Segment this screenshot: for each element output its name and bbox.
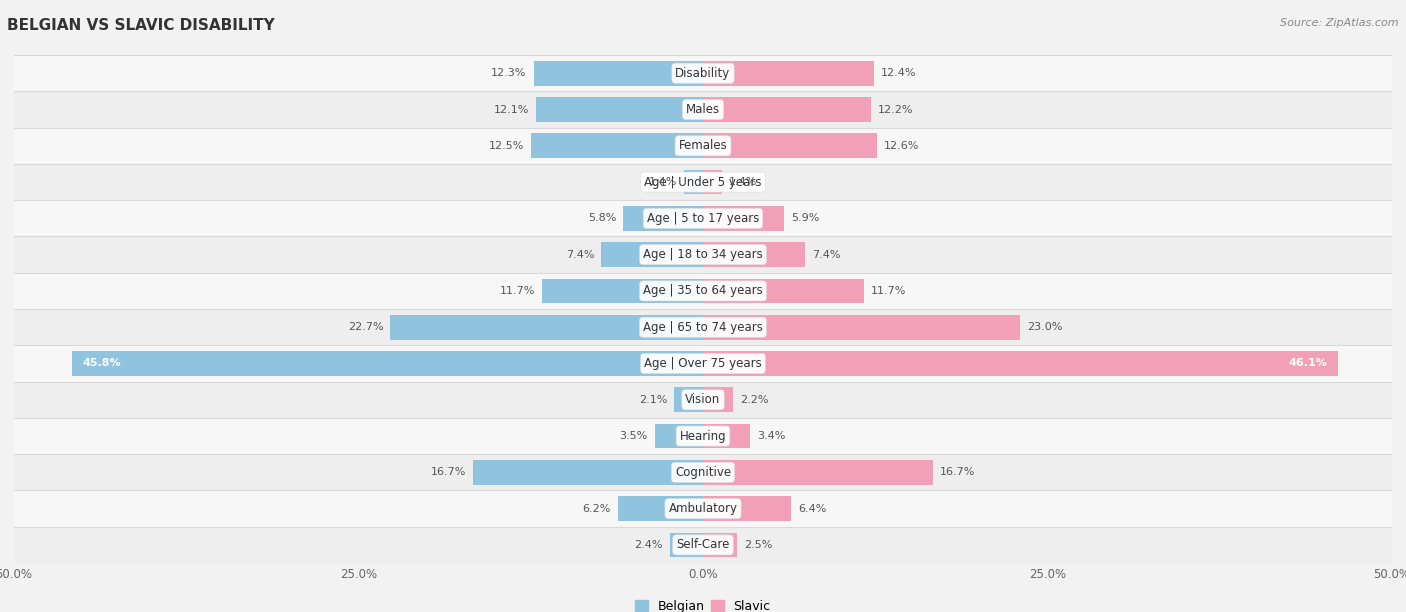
Bar bbox=[14, 527, 1392, 563]
Text: 7.4%: 7.4% bbox=[811, 250, 841, 259]
Bar bbox=[391, 315, 703, 340]
Text: 12.6%: 12.6% bbox=[883, 141, 920, 151]
Bar bbox=[14, 345, 1392, 382]
Text: Self-Care: Self-Care bbox=[676, 539, 730, 551]
Text: 1.4%: 1.4% bbox=[730, 177, 758, 187]
Bar bbox=[703, 496, 792, 521]
Bar bbox=[533, 61, 703, 86]
Text: 7.4%: 7.4% bbox=[565, 250, 595, 259]
Bar bbox=[683, 170, 703, 195]
Text: Disability: Disability bbox=[675, 67, 731, 80]
Text: 12.3%: 12.3% bbox=[491, 68, 527, 78]
Bar bbox=[14, 128, 1392, 164]
Text: 23.0%: 23.0% bbox=[1026, 322, 1062, 332]
Bar bbox=[703, 315, 1019, 340]
Bar bbox=[703, 97, 872, 122]
Text: Age | 35 to 64 years: Age | 35 to 64 years bbox=[643, 285, 763, 297]
Text: 45.8%: 45.8% bbox=[83, 359, 121, 368]
Text: Source: ZipAtlas.com: Source: ZipAtlas.com bbox=[1281, 18, 1399, 28]
Bar bbox=[72, 351, 703, 376]
Bar bbox=[14, 418, 1392, 454]
Bar bbox=[703, 133, 876, 158]
Bar bbox=[703, 170, 723, 195]
Text: Hearing: Hearing bbox=[679, 430, 727, 442]
Bar bbox=[14, 91, 1392, 128]
Bar bbox=[14, 490, 1392, 527]
Text: 12.2%: 12.2% bbox=[877, 105, 914, 114]
Text: Age | 18 to 34 years: Age | 18 to 34 years bbox=[643, 248, 763, 261]
Text: 22.7%: 22.7% bbox=[347, 322, 384, 332]
Text: Age | 65 to 74 years: Age | 65 to 74 years bbox=[643, 321, 763, 334]
Bar bbox=[703, 61, 875, 86]
Text: 1.4%: 1.4% bbox=[648, 177, 676, 187]
Bar bbox=[669, 532, 703, 558]
Text: Vision: Vision bbox=[685, 394, 721, 406]
Bar bbox=[703, 278, 865, 304]
Bar bbox=[703, 351, 1339, 376]
Text: 3.5%: 3.5% bbox=[620, 431, 648, 441]
Text: Females: Females bbox=[679, 140, 727, 152]
Text: 12.4%: 12.4% bbox=[880, 68, 917, 78]
Bar bbox=[541, 278, 703, 304]
Bar bbox=[617, 496, 703, 521]
Text: 11.7%: 11.7% bbox=[499, 286, 534, 296]
Text: 2.5%: 2.5% bbox=[744, 540, 773, 550]
Bar bbox=[703, 532, 738, 558]
Bar bbox=[14, 454, 1392, 490]
Text: 6.2%: 6.2% bbox=[582, 504, 610, 513]
Bar bbox=[536, 97, 703, 122]
Bar bbox=[703, 242, 806, 267]
Text: 2.1%: 2.1% bbox=[638, 395, 668, 405]
Text: Age | Under 5 years: Age | Under 5 years bbox=[644, 176, 762, 188]
Bar bbox=[703, 206, 785, 231]
Bar bbox=[14, 382, 1392, 418]
Text: 5.8%: 5.8% bbox=[588, 214, 616, 223]
Bar bbox=[14, 164, 1392, 200]
Bar bbox=[14, 236, 1392, 273]
Bar bbox=[531, 133, 703, 158]
Text: 6.4%: 6.4% bbox=[799, 504, 827, 513]
Text: 16.7%: 16.7% bbox=[941, 468, 976, 477]
Text: 46.1%: 46.1% bbox=[1288, 359, 1327, 368]
Bar bbox=[623, 206, 703, 231]
Text: 5.9%: 5.9% bbox=[792, 214, 820, 223]
Text: Age | 5 to 17 years: Age | 5 to 17 years bbox=[647, 212, 759, 225]
Bar bbox=[703, 387, 734, 412]
Text: 12.1%: 12.1% bbox=[494, 105, 530, 114]
Bar bbox=[600, 242, 703, 267]
Bar bbox=[703, 460, 934, 485]
Text: BELGIAN VS SLAVIC DISABILITY: BELGIAN VS SLAVIC DISABILITY bbox=[7, 18, 274, 34]
Text: 3.4%: 3.4% bbox=[756, 431, 785, 441]
Bar bbox=[14, 273, 1392, 309]
Bar bbox=[703, 424, 749, 449]
Text: 2.4%: 2.4% bbox=[634, 540, 664, 550]
Bar bbox=[472, 460, 703, 485]
Bar bbox=[673, 387, 703, 412]
Text: 11.7%: 11.7% bbox=[872, 286, 907, 296]
Text: Cognitive: Cognitive bbox=[675, 466, 731, 479]
Legend: Belgian, Slavic: Belgian, Slavic bbox=[630, 595, 776, 612]
Text: 12.5%: 12.5% bbox=[488, 141, 524, 151]
Bar bbox=[14, 55, 1392, 91]
Text: 16.7%: 16.7% bbox=[430, 468, 465, 477]
Text: Age | Over 75 years: Age | Over 75 years bbox=[644, 357, 762, 370]
Text: Males: Males bbox=[686, 103, 720, 116]
Text: Ambulatory: Ambulatory bbox=[668, 502, 738, 515]
Bar bbox=[14, 200, 1392, 236]
Bar bbox=[655, 424, 703, 449]
Bar bbox=[14, 309, 1392, 345]
Text: 2.2%: 2.2% bbox=[740, 395, 769, 405]
